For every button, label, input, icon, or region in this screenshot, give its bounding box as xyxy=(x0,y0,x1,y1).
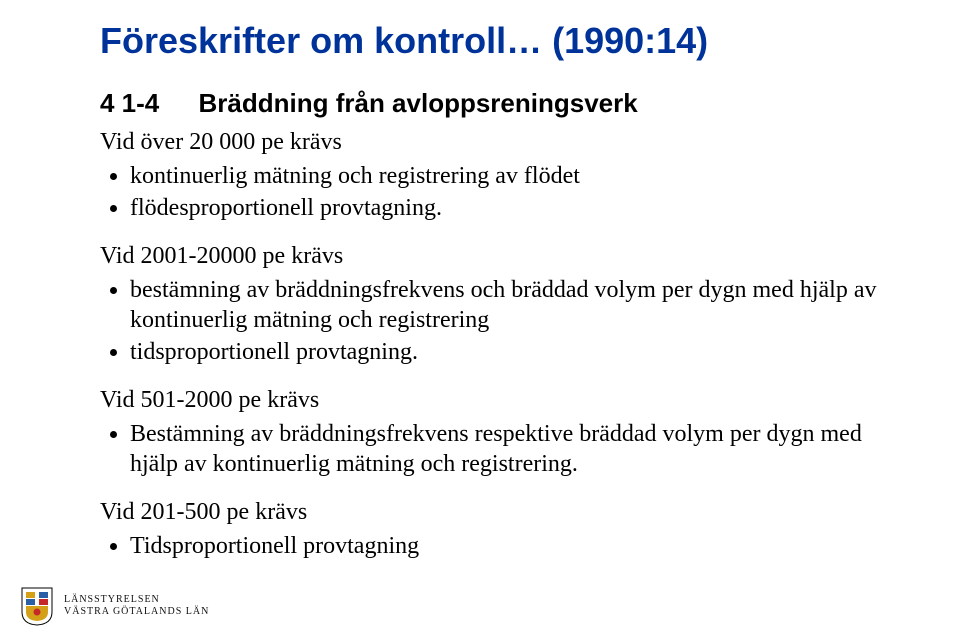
list-item: flödesproportionell provtagning. xyxy=(130,193,900,223)
bullet-list: Bestämning av bräddningsfrekvens respekt… xyxy=(100,419,900,479)
footer-line2: VÄSTRA GÖTALANDS LÄN xyxy=(64,606,209,618)
slide: Föreskrifter om kontroll… (1990:14) 4 1-… xyxy=(0,0,960,644)
list-item: kontinuerlig mätning och registrering av… xyxy=(130,161,900,191)
lead-line: Vid 501-2000 pe krävs xyxy=(100,385,900,415)
section-title: Bräddning från avloppsreningsverk xyxy=(199,88,638,119)
bullet-list: bestämning av bräddningsfrekvens och brä… xyxy=(100,275,900,367)
lead-line: Vid över 20 000 pe krävs xyxy=(100,127,900,157)
footer-text: LÄNSSTYRELSEN VÄSTRA GÖTALANDS LÄN xyxy=(64,594,209,618)
bullet-list: kontinuerlig mätning och registrering av… xyxy=(100,161,900,223)
section-heading: 4 1-4 Bräddning från avloppsreningsverk xyxy=(100,88,900,119)
page-title: Föreskrifter om kontroll… (1990:14) xyxy=(100,20,900,62)
list-item: tidsproportionell provtagning. xyxy=(130,337,900,367)
lead-line: Vid 201-500 pe krävs xyxy=(100,497,900,527)
list-item: bestämning av bräddningsfrekvens och brä… xyxy=(130,275,900,335)
list-item: Tidsproportionell provtagning xyxy=(130,531,900,561)
footer: LÄNSSTYRELSEN VÄSTRA GÖTALANDS LÄN xyxy=(20,586,209,626)
list-item: Bestämning av bräddningsfrekvens respekt… xyxy=(130,419,900,479)
section-prefix: 4 1-4 xyxy=(100,88,159,118)
lead-line: Vid 2001-20000 pe krävs xyxy=(100,241,900,271)
crest-icon xyxy=(20,586,54,626)
bullet-list: Tidsproportionell provtagning xyxy=(100,531,900,561)
footer-line1: LÄNSSTYRELSEN xyxy=(64,594,209,606)
